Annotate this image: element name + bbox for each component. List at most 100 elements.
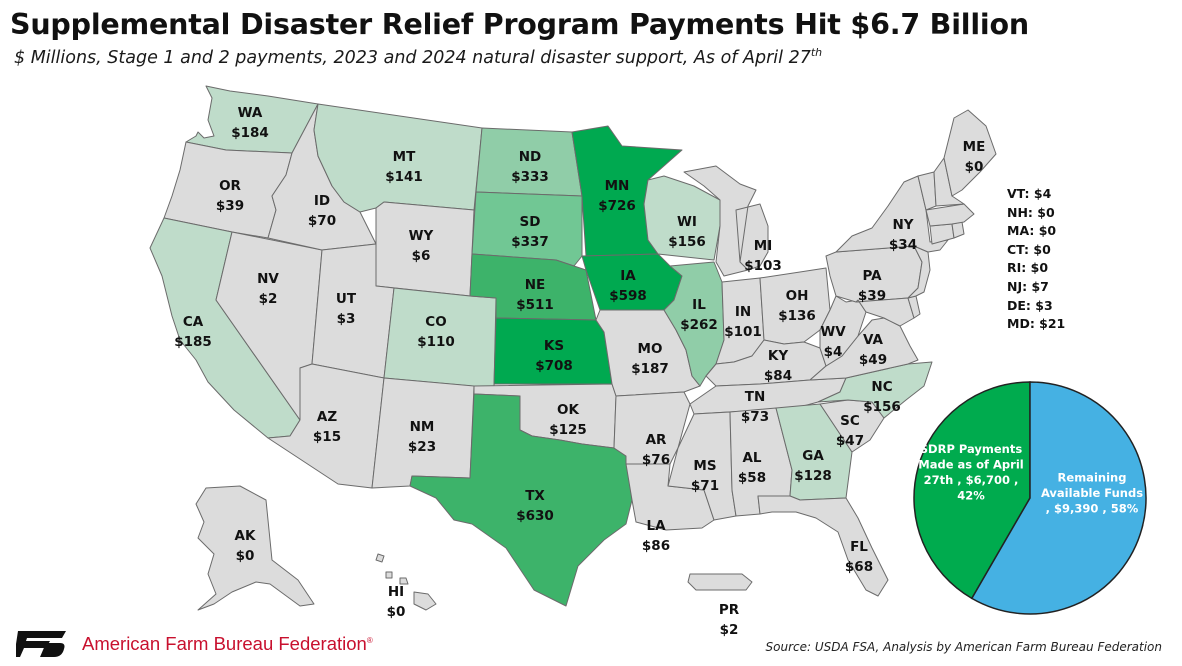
state-shape-nj (907, 245, 931, 299)
state-value: $34 (889, 237, 917, 253)
state-value: $708 (535, 358, 573, 374)
state-abbr: ME (963, 139, 986, 155)
pie-label-remaining: Available Funds (1041, 486, 1143, 500)
state-label-ks: KS $708 (535, 338, 573, 374)
state-value: $136 (778, 308, 816, 324)
state-shape-wi (643, 175, 721, 261)
state-label-nv: NV $2 (257, 271, 279, 307)
state-abbr: MS (693, 458, 716, 474)
state-abbr: WY (409, 228, 434, 244)
source-note: Source: USDA FSA, Analysis by American F… (765, 640, 1162, 654)
state-label-nc: NC $156 (863, 379, 901, 415)
state-value: $598 (609, 288, 647, 304)
state-label-ut: UT $3 (336, 291, 357, 327)
state-abbr: NC (871, 379, 892, 395)
state-shape-fl (757, 495, 889, 597)
small-state-entry: MD: $21 (1007, 316, 1066, 332)
state-label-al: AL $58 (738, 450, 766, 486)
state-shape-pr (687, 573, 753, 591)
pie-label-payments: Made as of April (918, 457, 1023, 471)
state-value: $185 (174, 334, 212, 350)
state-value: $110 (417, 334, 455, 350)
pie-slice-remaining (970, 381, 1147, 615)
state-value: $128 (794, 468, 832, 484)
small-state-entry: VT: $4 (1007, 186, 1052, 201)
state-label-pr: PR $2 (719, 602, 740, 638)
state-shape-mi (683, 165, 769, 277)
pie-slice-payments (913, 381, 1031, 600)
state-label-az: AZ $15 (313, 409, 341, 445)
state-value: $70 (308, 213, 336, 229)
map-title: Supplemental Disaster Relief Program Pay… (10, 8, 1029, 41)
state-label-ia: IA $598 (609, 268, 647, 304)
state-value: $84 (764, 368, 792, 384)
state-value: $39 (216, 198, 244, 214)
state-abbr: OR (219, 178, 241, 194)
state-value: $156 (863, 399, 901, 415)
state-value: $184 (231, 125, 269, 141)
state-abbr: PA (862, 268, 882, 284)
small-state-entry: NJ: $7 (1007, 278, 1049, 294)
state-abbr: MT (393, 149, 416, 165)
state-value: $333 (511, 169, 549, 185)
state-label-mn: MN $726 (598, 178, 636, 214)
state-label-co: CO $110 (417, 314, 455, 350)
state-abbr: SD (520, 214, 541, 230)
state-abbr: OK (557, 402, 579, 418)
state-label-nd: ND $333 (511, 149, 549, 185)
small-state-entry: NH: $0 (1007, 204, 1055, 220)
state-abbr: MN (605, 178, 630, 194)
pie-label-remaining: Remaining (1058, 471, 1127, 485)
state-value: $630 (516, 508, 554, 524)
state-label-ca: CA $185 (174, 314, 212, 350)
state-value: $73 (741, 409, 769, 425)
state-abbr: CA (183, 314, 204, 330)
state-value: $101 (724, 324, 762, 340)
state-abbr: ND (519, 149, 542, 165)
state-abbr: MI (754, 238, 772, 254)
state-label-ga: GA $128 (794, 448, 832, 484)
state-label-ky: KY $84 (764, 348, 792, 384)
state-label-il: IL $262 (680, 297, 718, 333)
state-label-sd: SD $337 (511, 214, 549, 250)
state-value: $125 (549, 422, 587, 438)
state-value: $86 (642, 538, 670, 554)
state-abbr: NV (257, 271, 279, 287)
state-abbr: VA (863, 332, 884, 348)
state-value: $47 (836, 433, 864, 449)
state-shape-me (943, 109, 997, 197)
state-abbr: CO (425, 314, 446, 330)
pie-label-payments: 42% (957, 488, 985, 502)
state-label-ok: OK $125 (549, 402, 587, 438)
state-shape-tx (409, 393, 633, 607)
state-label-me: ME $0 (963, 139, 986, 175)
state-abbr: KY (768, 348, 788, 364)
state-label-in: IN $101 (724, 304, 762, 340)
state-abbr: IL (692, 297, 706, 313)
state-abbr: ID (314, 193, 330, 209)
state-value: $4 (824, 344, 843, 360)
state-label-ne: NE $511 (516, 277, 554, 313)
pie-label-payments: SDRP Payments (920, 442, 1023, 456)
state-label-wi: WI $156 (668, 214, 706, 250)
state-label-ar: AR $76 (642, 432, 670, 468)
pie-label-remaining: , $9,390 , 58% (1046, 502, 1139, 516)
map-subtitle: $ Millions, Stage 1 and 2 payments, 2023… (14, 46, 823, 68)
state-value: $39 (858, 288, 886, 304)
state-abbr: AL (742, 450, 761, 466)
small-state-entry: DE: $3 (1007, 297, 1053, 313)
state-label-wy: WY $6 (409, 228, 434, 264)
state-shape-nc (817, 361, 933, 419)
state-abbr: TN (745, 389, 766, 405)
state-value: $0 (236, 548, 255, 564)
state-label-id: ID $70 (308, 193, 336, 229)
state-abbr: WA (238, 105, 263, 121)
state-abbr: FL (850, 539, 868, 555)
state-label-nm: NM $23 (408, 419, 436, 455)
state-label-ny: NY $34 (889, 217, 917, 253)
state-abbr: LA (646, 518, 666, 534)
state-abbr: SC (840, 413, 860, 429)
state-label-ms: MS $71 (691, 458, 719, 494)
state-label-oh: OH $136 (778, 288, 816, 324)
